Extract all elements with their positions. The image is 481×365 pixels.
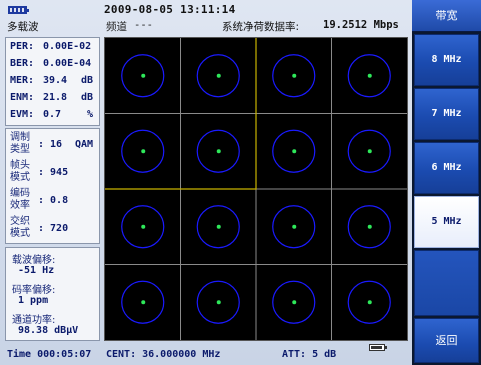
- metric-value: 21.8: [43, 92, 68, 103]
- decision-circle: [347, 54, 391, 98]
- decision-circle: [196, 54, 240, 98]
- metric-row-mer: MER: 39.4 dB: [10, 75, 95, 91]
- metric-name: PER:: [10, 41, 35, 52]
- decision-circle: [347, 280, 391, 324]
- decision-circle: [347, 129, 391, 173]
- constellation-point: [216, 73, 221, 78]
- decision-circle: [272, 129, 316, 173]
- mod-label: 编码效率: [10, 188, 30, 211]
- metric-row-evm: EVM: 0.7 %: [10, 109, 95, 125]
- decision-circle: [272, 205, 316, 249]
- mod-value: : 945: [38, 167, 69, 178]
- elapsed-time: Time 000:05:07: [7, 349, 92, 360]
- constellation-point: [367, 300, 372, 305]
- decision-circle: [196, 129, 240, 173]
- datetime: 2009-08-05 13:11:14: [104, 3, 236, 16]
- softkey-menu-title: 带宽: [412, 0, 481, 32]
- softkey-panel: 带宽 8 MHz 7 MHz 6 MHz 5 MHz 返回: [412, 0, 481, 365]
- mod-label: 调制类型: [10, 132, 30, 155]
- metric-unit: dB: [80, 75, 93, 86]
- metric-unit: %: [86, 109, 93, 120]
- mode-title: 多载波: [7, 21, 39, 33]
- payload-rate-label: 系统净荷数据率:: [222, 21, 300, 33]
- top-status-bar: 2009-08-05 13:11:14 多载波 频道 --- 系统净荷数据率: …: [0, 0, 412, 34]
- decision-circle: [121, 129, 165, 173]
- symbol-rate-offset-label: 码率偏移:: [12, 285, 56, 296]
- metric-row-per: PER: 0.00E-02: [10, 41, 95, 57]
- metric-name: ENM:: [10, 92, 35, 103]
- constellation-point: [292, 224, 297, 229]
- mod-label: 帧头模式: [10, 160, 30, 183]
- decision-circle: [121, 54, 165, 98]
- constellation-display: [104, 37, 408, 341]
- error-metrics-panel: PER: 0.00E-02 BER: 0.00E-04 MER: 39.4 dB…: [5, 37, 100, 126]
- mod-row-frame-header: 帧头模式 : 945: [10, 160, 95, 186]
- metric-value: 0.00E-04: [43, 58, 92, 69]
- center-frequency: CENT: 36.000000 MHz: [106, 349, 221, 360]
- payload-rate-value: 19.2512 Mbps: [323, 19, 399, 31]
- mod-row-type: 调制类型 : 16 QAM: [10, 132, 95, 158]
- back-button[interactable]: 返回: [414, 318, 479, 363]
- constellation-point: [292, 73, 297, 78]
- attenuation: ATT: 5 dB: [282, 349, 337, 360]
- mod-row-interleave: 交织模式 : 720: [10, 216, 95, 242]
- metric-row-enm: ENM: 21.8 dB: [10, 92, 95, 108]
- blank-softkey[interactable]: [414, 250, 479, 316]
- mod-value: : 720: [38, 223, 69, 234]
- constellation-point: [141, 224, 146, 229]
- battery-icon: [8, 6, 29, 14]
- mod-extra: QAM: [74, 139, 93, 150]
- bandwidth-8mhz-button[interactable]: 8 MHz: [414, 34, 479, 86]
- metric-name: EVM:: [10, 109, 35, 120]
- metric-unit: dB: [80, 92, 93, 103]
- metric-name: BER:: [10, 58, 35, 69]
- carrier-offset-value: -51 Hz: [18, 265, 55, 276]
- constellation-point: [216, 300, 221, 305]
- metric-name: MER:: [10, 75, 35, 86]
- constellation-point: [292, 300, 297, 305]
- decision-circle: [272, 280, 316, 324]
- metric-value: 39.4: [43, 75, 68, 86]
- decision-circle: [121, 205, 165, 249]
- constellation-point: [367, 224, 372, 229]
- metric-value: 0.7: [43, 109, 62, 120]
- constellation-point: [367, 73, 372, 78]
- bandwidth-5mhz-button[interactable]: 5 MHz: [414, 196, 479, 248]
- mod-value: : 0.8: [38, 195, 69, 206]
- carrier-offset-label: 载波偏移:: [12, 255, 56, 266]
- constellation-plot: [105, 38, 407, 340]
- channel-value: ---: [134, 19, 153, 31]
- decision-circle: [196, 280, 240, 324]
- bandwidth-7mhz-button[interactable]: 7 MHz: [414, 88, 479, 140]
- modulation-params-panel: 调制类型 : 16 QAM 帧头模式 : 945 编码效率 : 0.8 交织模式…: [5, 128, 100, 244]
- channel-power-value: 98.38 dBμV: [18, 325, 79, 336]
- constellation-point: [141, 149, 146, 154]
- mod-value: : 16: [38, 139, 63, 150]
- bottom-status-bar: Time 000:05:07 CENT: 36.000000 MHz ATT: …: [0, 344, 412, 365]
- bandwidth-6mhz-button[interactable]: 6 MHz: [414, 142, 479, 194]
- constellation-point: [292, 149, 297, 154]
- symbol-rate-offset-value: 1 ppm: [18, 295, 49, 306]
- quadrant-highlight: [105, 38, 257, 190]
- channel-power-label: 通道功率:: [12, 315, 56, 326]
- constellation-point: [141, 300, 146, 305]
- decision-circle: [196, 205, 240, 249]
- channel-label: 频道: [106, 21, 127, 33]
- constellation-point: [141, 73, 146, 78]
- constellation-point: [367, 149, 372, 154]
- decision-circle: [272, 54, 316, 98]
- metric-row-ber: BER: 0.00E-04: [10, 58, 95, 74]
- metric-value: 0.00E-02: [43, 41, 92, 52]
- constellation-point: [216, 224, 221, 229]
- battery-level-icon: [369, 344, 387, 351]
- decision-circle: [347, 205, 391, 249]
- offsets-panel: 载波偏移: -51 Hz 码率偏移: 1 ppm 通道功率: 98.38 dBμ…: [5, 247, 100, 341]
- decision-circle: [121, 280, 165, 324]
- mod-row-code-rate: 编码效率 : 0.8: [10, 188, 95, 214]
- mod-label: 交织模式: [10, 216, 30, 239]
- constellation-point: [216, 149, 221, 154]
